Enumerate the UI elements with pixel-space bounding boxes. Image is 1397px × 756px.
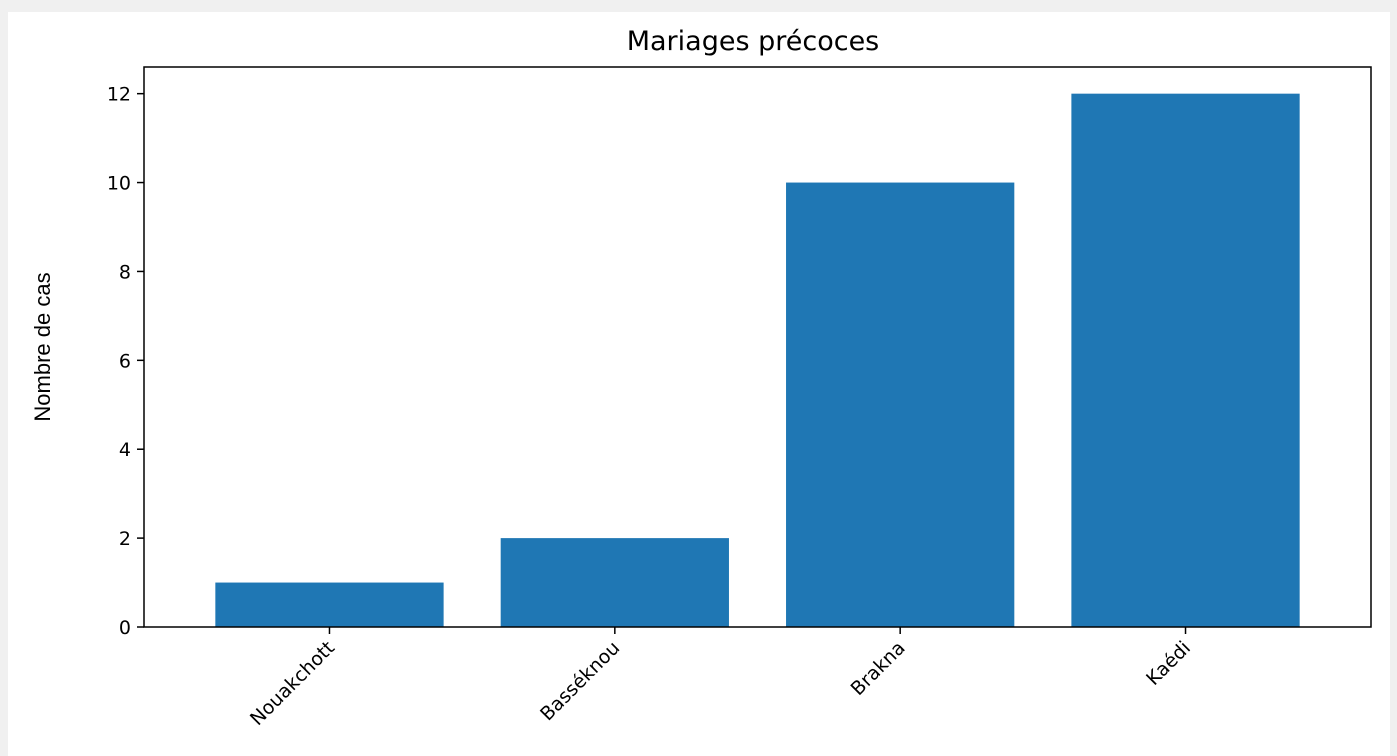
y-tick-label: 4 [119, 439, 131, 461]
y-tick-label: 6 [119, 350, 131, 372]
y-tick-label: 12 [107, 84, 131, 106]
bar-brakna [786, 182, 1015, 628]
x-tick-label: Kaédi [1142, 637, 1195, 690]
y-tick-label: 0 [119, 617, 131, 639]
bar-nouakchott [215, 582, 444, 627]
bar-basséknou [500, 538, 729, 627]
bars [215, 93, 1300, 628]
x-tick-label: Basséknou [536, 637, 624, 725]
y-axis-label: Nombre de cas [30, 272, 55, 421]
y-tick-label: 2 [119, 528, 131, 550]
chart-card: Mariages précoces Nombre de cas 0 2 4 6 8 10 1… [8, 12, 1390, 756]
bar-kaédi [1071, 93, 1300, 627]
x-axis-ticks: Nouakchott Basséknou Brakna Kaédi [246, 627, 1195, 730]
y-axis-ticks: 0 2 4 6 8 10 12 [107, 84, 144, 639]
chart-title: Mariages précoces [627, 26, 880, 57]
x-tick-label: Brakna [847, 637, 910, 700]
y-tick-label: 10 [107, 173, 131, 195]
plot-frame [143, 66, 1372, 628]
y-tick-label: 8 [119, 261, 131, 283]
x-tick-label: Nouakchott [246, 637, 339, 730]
bar-chart: Mariages précoces Nombre de cas 0 2 4 6 8 10 1… [30, 26, 1372, 730]
